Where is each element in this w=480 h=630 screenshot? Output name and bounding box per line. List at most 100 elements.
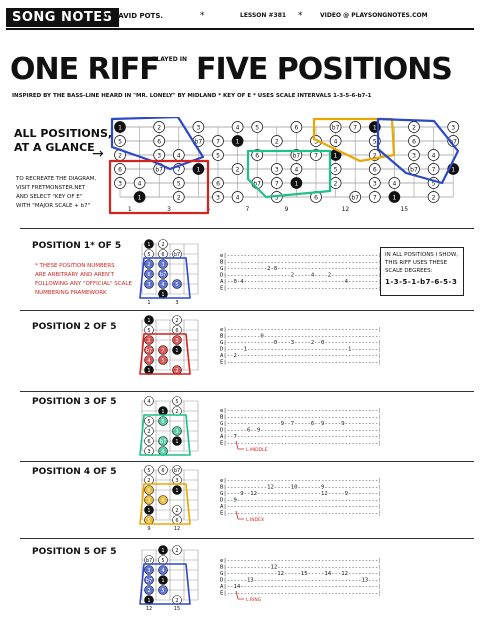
separator-star: * bbox=[200, 11, 205, 21]
note-dot bbox=[158, 436, 168, 446]
note-dot bbox=[158, 269, 168, 279]
note-label: b7 bbox=[160, 272, 166, 278]
note-dot bbox=[144, 345, 154, 355]
fret-number: 1 bbox=[128, 206, 132, 213]
note-dot bbox=[172, 545, 182, 555]
note-label: 3 bbox=[147, 282, 150, 288]
note-label: 7 bbox=[216, 138, 220, 145]
note-label: 1 bbox=[334, 152, 338, 159]
video-link[interactable]: VIDEO @ PLAYSONGNOTES.COM bbox=[320, 12, 428, 19]
note-label: b7 bbox=[195, 138, 203, 145]
note-label: 5 bbox=[334, 166, 338, 173]
note-label: 3 bbox=[275, 166, 279, 173]
position-outline bbox=[139, 257, 191, 299]
note-dot bbox=[212, 149, 224, 161]
position-outline bbox=[139, 483, 191, 525]
note-label: b7 bbox=[146, 578, 152, 584]
byline: BY DAVID POTS. bbox=[100, 12, 164, 20]
separator-star: * bbox=[298, 11, 303, 21]
note-label: b7 bbox=[293, 152, 301, 159]
note-dot bbox=[231, 121, 244, 133]
note-label: 1 bbox=[118, 124, 122, 131]
note-dot bbox=[144, 485, 154, 495]
note-dot bbox=[158, 279, 168, 289]
note-label: 2 bbox=[147, 338, 150, 344]
overview-note-line: TO RECREATE THE DIAGRAM, bbox=[16, 176, 97, 182]
tab-line: A|--2-----------------------------------… bbox=[220, 353, 380, 359]
note-label: 6 bbox=[157, 138, 161, 145]
note-label: 3 bbox=[314, 138, 318, 145]
note-dot bbox=[144, 565, 154, 575]
overview-heading-line: AT A GLANCE bbox=[14, 141, 95, 154]
note-dot bbox=[144, 355, 154, 365]
note-label: 2 bbox=[334, 180, 338, 187]
page-title-end: FIVE POSITIONS bbox=[196, 52, 453, 87]
note-label: 5 bbox=[175, 399, 178, 405]
position-4-tab: e|--------------------------------------… bbox=[220, 478, 380, 523]
note-label: 7 bbox=[373, 194, 377, 201]
note-label: 3 bbox=[161, 262, 164, 268]
tab-line: B|-------------12-----------------------… bbox=[220, 565, 380, 571]
note-label: 5 bbox=[147, 468, 150, 474]
note-dot bbox=[329, 121, 342, 133]
note-dot bbox=[408, 121, 420, 133]
note-label: 3 bbox=[147, 498, 150, 504]
position-2-fretboard: 1 2 5 6 2 3 b7 7 1 4 5 1 2 bbox=[139, 315, 199, 375]
note-label: 2 bbox=[161, 242, 164, 248]
note-label: 1 bbox=[196, 166, 200, 173]
position-2-outline bbox=[108, 159, 210, 215]
note-dot bbox=[212, 135, 224, 147]
note-label: 3 bbox=[147, 449, 150, 455]
note-dot bbox=[368, 177, 381, 189]
note-line: NUMBERING FRAMEWORK bbox=[35, 290, 107, 296]
note-label: 6 bbox=[373, 166, 377, 173]
note-label: 4 bbox=[334, 138, 338, 145]
note-label: 1 bbox=[161, 292, 164, 298]
position-outline bbox=[139, 414, 191, 456]
note-label: 4 bbox=[236, 194, 240, 201]
note-dot bbox=[172, 279, 182, 289]
note-label: b7 bbox=[174, 468, 180, 474]
note-label: 2 bbox=[275, 138, 279, 145]
note-dot bbox=[290, 149, 303, 161]
scale-degree-note: IN ALL POSITIONS I SHOW, THIS RIFF USES … bbox=[380, 247, 464, 296]
tab-line: G|----------------9--7-----6--9-----9---… bbox=[220, 421, 380, 427]
note-label: 6 bbox=[294, 124, 298, 131]
overview-note-line: WITH "MAJOR SCALE + b7" bbox=[16, 203, 91, 209]
section-divider bbox=[20, 461, 474, 462]
tab-line: e|--------------------------------------… bbox=[220, 558, 380, 564]
note-label: 2 bbox=[147, 478, 150, 484]
note-dot bbox=[329, 135, 342, 147]
note-label: 2 bbox=[147, 429, 150, 435]
note-label: 3 bbox=[157, 152, 161, 159]
note-dot bbox=[231, 191, 244, 203]
position-4-title: POSITION 4 OF 5 bbox=[32, 467, 117, 477]
note-label: 4 bbox=[147, 358, 150, 364]
note-dot bbox=[144, 495, 154, 505]
note-label: b7 bbox=[146, 348, 152, 354]
note-dot bbox=[153, 135, 166, 147]
tab-line: A|--14----------------------------------… bbox=[220, 584, 380, 590]
note-dot bbox=[212, 177, 224, 189]
note-label: 4 bbox=[432, 152, 436, 159]
note-dot bbox=[144, 335, 154, 345]
note-dot bbox=[133, 177, 146, 189]
lesson-number: LESSON #381 bbox=[240, 12, 287, 19]
position-2-title: POSITION 2 OF 5 bbox=[32, 322, 117, 332]
position-1-outline bbox=[110, 117, 205, 171]
section-divider bbox=[20, 391, 474, 392]
note-label: 2 bbox=[157, 124, 161, 131]
note-dot bbox=[388, 177, 401, 189]
position-3-title: POSITION 3 OF 5 bbox=[32, 397, 117, 407]
note-label: 6 bbox=[161, 419, 164, 425]
fret-number: 12 bbox=[342, 206, 350, 213]
note-label: 6 bbox=[175, 328, 178, 334]
tab-line: D|-----1------------------------------1-… bbox=[220, 347, 380, 353]
note-label: 3 bbox=[175, 429, 178, 435]
note-label: 4 bbox=[236, 124, 240, 131]
note-label: 1 bbox=[451, 166, 455, 173]
position-4-fretboard: 5 6 b72 36 13 41 25 69 12 bbox=[139, 465, 199, 532]
tab-line: e|--------------------------------------… bbox=[220, 478, 380, 484]
note-dot bbox=[158, 585, 168, 595]
note-dot bbox=[349, 121, 362, 133]
